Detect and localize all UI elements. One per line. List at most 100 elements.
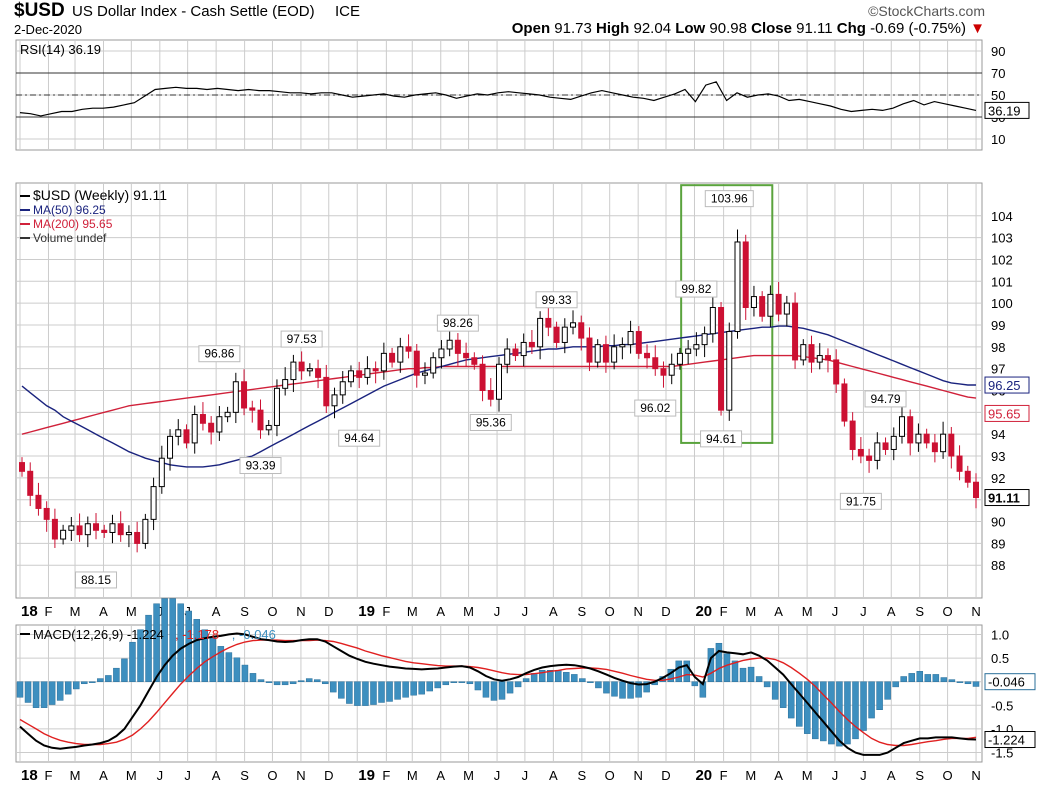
macd-hist-bar bbox=[715, 642, 723, 682]
macd-hist-bar bbox=[723, 653, 731, 682]
hist-value-label: -0.046 bbox=[988, 675, 1025, 690]
macd-hist-bar bbox=[474, 681, 482, 691]
chg-label: Chg bbox=[836, 20, 866, 37]
candle-body bbox=[685, 348, 692, 354]
macd-hist-bar bbox=[675, 660, 683, 682]
candle-body bbox=[849, 420, 856, 450]
price-y-tick: 100 bbox=[991, 296, 1013, 311]
candle-body bbox=[693, 344, 700, 350]
x-tick-label: D bbox=[661, 768, 670, 783]
macd-hist-bar bbox=[185, 610, 192, 682]
macd-hist-bar bbox=[635, 681, 642, 698]
macd-hist-bar bbox=[924, 674, 932, 682]
annotation-box bbox=[634, 399, 677, 417]
x-tick-label: O bbox=[267, 768, 277, 783]
macd-hist-bar bbox=[683, 660, 691, 682]
x-tick-label: J bbox=[184, 768, 191, 783]
candle-body bbox=[413, 350, 420, 376]
macd-hist-bar bbox=[105, 675, 112, 682]
candle-body bbox=[759, 296, 766, 317]
candle-body bbox=[199, 414, 206, 424]
candle-body bbox=[397, 346, 404, 363]
macd-hist-bar bbox=[611, 681, 618, 697]
candle-body bbox=[241, 381, 248, 409]
macd-line bbox=[19, 632, 977, 756]
x-tick-label: M bbox=[126, 768, 137, 783]
annotation-box bbox=[469, 413, 512, 431]
candle-body bbox=[471, 357, 478, 365]
annotation-label: 93.39 bbox=[245, 459, 275, 473]
hist-value-label-box bbox=[984, 673, 1036, 691]
candle-body bbox=[257, 409, 264, 431]
candle-body bbox=[973, 481, 979, 499]
candle-body bbox=[232, 381, 239, 413]
candle-body bbox=[224, 411, 231, 418]
macd-hist-bar bbox=[579, 678, 586, 682]
macd-hist-bar bbox=[305, 678, 313, 682]
macd-hist-bar bbox=[322, 681, 329, 685]
macd-hist-bar bbox=[177, 603, 184, 682]
macd-hist-bar bbox=[876, 681, 883, 711]
candle-body bbox=[866, 455, 873, 461]
macd-hist-bar bbox=[458, 681, 466, 683]
chart-date: 2-Dec-2020 bbox=[14, 22, 82, 37]
candle-body bbox=[183, 429, 190, 444]
candle-body bbox=[824, 355, 831, 361]
x-tick-label: N bbox=[633, 768, 642, 783]
annotation-label: 98.26 bbox=[443, 316, 473, 330]
macd-y-tick: 1.0 bbox=[991, 627, 1009, 642]
candle-body bbox=[249, 407, 256, 411]
x-tick-label: F bbox=[720, 604, 728, 619]
candle-body bbox=[265, 424, 272, 431]
macd-hist-bar bbox=[145, 614, 152, 682]
candle-body bbox=[35, 494, 42, 509]
macd-hist-bar bbox=[153, 603, 160, 682]
candle-body bbox=[833, 359, 840, 385]
annotation-box bbox=[280, 330, 323, 348]
macd-hist-bar bbox=[892, 681, 899, 688]
macd-hist-bar bbox=[482, 681, 490, 698]
candle-body bbox=[956, 455, 963, 472]
price-y-tick: 104 bbox=[991, 209, 1013, 224]
macd-hist-bar bbox=[563, 672, 570, 682]
macd-hist-bar bbox=[555, 670, 562, 682]
close-value-label-box bbox=[984, 489, 1030, 507]
macd-hist-bar bbox=[97, 678, 104, 682]
candle-body bbox=[84, 523, 91, 536]
macd-hist-bar bbox=[908, 673, 915, 682]
macd-hist-bar bbox=[193, 619, 200, 682]
rsi-y-tick: 50 bbox=[991, 88, 1005, 103]
candle-body bbox=[405, 346, 412, 352]
macd-hist-bar bbox=[779, 681, 787, 708]
candle-body bbox=[446, 339, 453, 350]
candle-body bbox=[339, 381, 346, 396]
macd-hist-bar bbox=[313, 679, 321, 682]
candle-body bbox=[68, 525, 75, 531]
x-tick-label: N bbox=[971, 768, 980, 783]
x-tick-label: A bbox=[99, 604, 108, 619]
annotation-label: 103.96 bbox=[711, 192, 748, 206]
low-value: 90.98 bbox=[709, 20, 747, 37]
annotation-label: 94.61 bbox=[706, 432, 736, 446]
candle-body bbox=[594, 344, 601, 363]
macd-hist-bar bbox=[450, 681, 458, 683]
macd-hist-bar bbox=[370, 681, 377, 705]
x-tick-label: N bbox=[971, 604, 980, 619]
macd-hist-bar bbox=[820, 681, 827, 742]
x-tick-label: A bbox=[549, 768, 558, 783]
x-tick-label: O bbox=[605, 604, 615, 619]
x-tick-label: M bbox=[745, 768, 756, 783]
macd-hist-bar bbox=[410, 681, 417, 696]
annotation-label: 91.75 bbox=[846, 494, 876, 508]
x-tick-label: M bbox=[802, 604, 813, 619]
x-tick-label: O bbox=[943, 768, 953, 783]
x-tick-label: O bbox=[943, 604, 953, 619]
price-y-tick: 89 bbox=[991, 536, 1005, 551]
candle-body bbox=[142, 518, 149, 544]
macd-hist-bar bbox=[257, 679, 265, 682]
x-tick-label: 20 bbox=[695, 767, 712, 784]
x-tick-label: 18 bbox=[21, 603, 38, 620]
x-tick-label: S bbox=[578, 768, 587, 783]
price-y-tick: 97 bbox=[991, 362, 1005, 377]
